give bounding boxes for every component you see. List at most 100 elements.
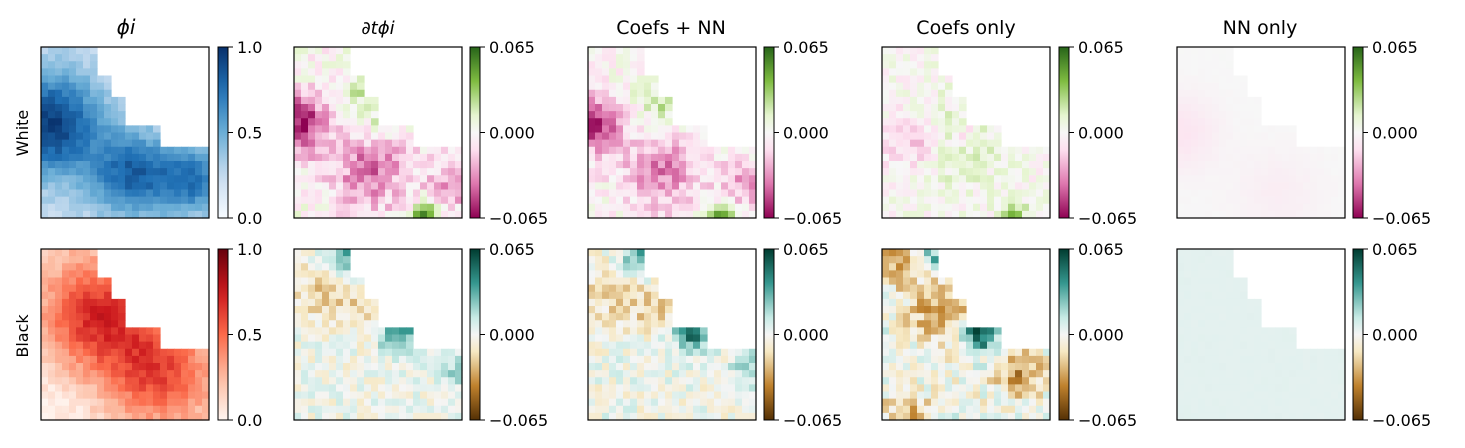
heatmap-cell <box>69 277 77 286</box>
heatmap-cell <box>1198 384 1206 393</box>
heatmap-cell <box>160 355 168 364</box>
heatmap-cell <box>455 370 463 378</box>
heatmap-cell <box>924 370 932 378</box>
heatmap-cell <box>1036 203 1044 212</box>
heatmap-cell <box>973 161 981 169</box>
heatmap-cell <box>1198 348 1206 357</box>
heatmap-cell <box>48 256 56 264</box>
heatmap-cell <box>1268 196 1276 205</box>
heatmap-cell <box>350 370 358 378</box>
heatmap-cell <box>623 175 631 183</box>
heatmap-cell <box>623 398 631 407</box>
heatmap-cell <box>1331 398 1339 407</box>
heatmap-cell <box>97 306 105 314</box>
heatmap-cell <box>602 168 610 176</box>
heatmap-cell <box>1177 61 1185 69</box>
heatmap-cell <box>343 412 351 421</box>
heatmap-cell <box>1296 398 1304 407</box>
heatmap-cell <box>441 168 449 176</box>
heatmap-cell <box>1212 168 1220 176</box>
heatmap-cell <box>1001 363 1009 371</box>
heatmap-cell <box>980 398 988 407</box>
heatmap-cell <box>202 384 210 393</box>
heatmap-cell <box>1184 68 1192 77</box>
heatmap-cell <box>41 377 49 385</box>
heatmap-cell <box>721 370 729 378</box>
heatmap-cell <box>616 348 624 357</box>
heatmap-cell <box>434 182 442 191</box>
heatmap-cell <box>882 203 890 212</box>
heatmap-cell <box>76 298 84 307</box>
heatmap-cell <box>448 146 456 155</box>
heatmap-cell <box>1198 277 1206 286</box>
heatmap-cell <box>966 139 974 148</box>
heatmap-cell <box>952 182 960 191</box>
heatmap-cell <box>931 405 939 414</box>
heatmap-cell <box>406 348 414 357</box>
heatmap-cell <box>90 412 98 421</box>
heatmap-cell <box>749 405 757 414</box>
heatmap-cell <box>104 182 112 191</box>
heatmap-cell <box>97 327 105 336</box>
heatmap-cell <box>118 153 126 162</box>
heatmap-cell <box>1282 189 1290 198</box>
heatmap-cell <box>357 104 365 112</box>
heatmap-cell <box>917 203 925 212</box>
heatmap-cell <box>707 161 715 169</box>
heatmap-cell <box>630 384 638 393</box>
heatmap-cell <box>350 82 358 91</box>
heatmap-cell <box>301 270 309 279</box>
heatmap-cell <box>679 168 687 176</box>
heatmap-cell <box>658 125 666 134</box>
heatmap-cell <box>623 348 631 357</box>
heatmap-cell <box>294 405 302 414</box>
heatmap-cell <box>1198 334 1206 343</box>
heatmap-cell <box>665 111 673 119</box>
heatmap-cell <box>301 256 309 264</box>
heatmap-cell <box>1198 270 1206 279</box>
heatmap-cell <box>111 320 119 328</box>
heatmap-cell <box>392 412 400 421</box>
heatmap-cell <box>188 210 196 219</box>
heatmap-cell <box>1240 118 1248 126</box>
heatmap-cell <box>420 196 428 205</box>
heatmap-cell <box>1268 168 1276 176</box>
heatmap-cell <box>952 298 960 307</box>
heatmap-cell <box>609 412 617 421</box>
heatmap-cell <box>980 363 988 371</box>
heatmap-cell <box>651 175 659 183</box>
heatmap-cell <box>41 47 49 55</box>
heatmap-cell <box>69 263 77 271</box>
heatmap-cell <box>700 334 708 343</box>
heatmap-cell <box>1191 398 1199 407</box>
heatmap-cell <box>1177 111 1185 119</box>
heatmap-cell <box>1240 182 1248 191</box>
heatmap-cell <box>980 210 988 219</box>
heatmap-cell <box>125 341 133 350</box>
heatmap-cell <box>301 75 309 84</box>
heatmap-cell <box>1282 196 1290 205</box>
heatmap-cell <box>111 370 119 378</box>
heatmap-cell <box>896 89 904 98</box>
heatmap-cell <box>1331 203 1339 212</box>
heatmap-cell <box>931 341 939 350</box>
heatmap-cell <box>1036 355 1044 364</box>
heatmap-cell <box>104 327 112 336</box>
heatmap-cell <box>952 203 960 212</box>
heatmap-cell <box>357 313 365 321</box>
heatmap-cell <box>1289 153 1297 162</box>
heatmap-cell <box>686 125 694 134</box>
heatmap-cell <box>1184 168 1192 176</box>
heatmap-cell <box>329 118 337 126</box>
heatmap-cell <box>903 203 911 212</box>
heatmap-cell <box>1226 139 1234 148</box>
colorbar-tick-label: 0.065 <box>783 240 829 259</box>
heatmap-cell <box>1226 370 1234 378</box>
heatmap-cell <box>139 391 147 400</box>
heatmap-cell <box>301 341 309 350</box>
heatmap-cell <box>294 355 302 364</box>
heatmap-cell <box>41 189 49 198</box>
heatmap-cell <box>686 153 694 162</box>
heatmap-cell <box>308 61 316 69</box>
heatmap-cell <box>90 82 98 91</box>
